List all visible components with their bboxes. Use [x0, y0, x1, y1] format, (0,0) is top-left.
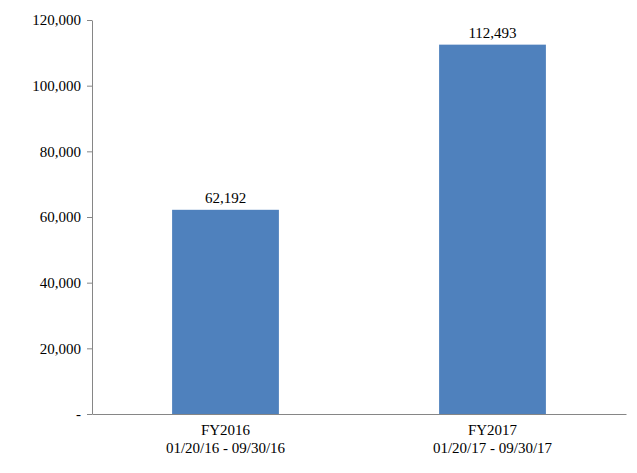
x-tick-label: FY2017 01/20/17 - 09/30/17	[433, 422, 553, 456]
y-tick-mark	[87, 86, 92, 87]
data-label: 112,493	[468, 25, 516, 41]
y-tick-label: 40,000	[40, 275, 81, 291]
x-axis-line	[93, 414, 627, 415]
y-tick: 20,000	[40, 341, 92, 357]
y-tick: 80,000	[40, 144, 92, 160]
y-tick-label: -	[76, 406, 81, 422]
x-axis: FY2016 01/20/16 - 09/30/16 FY2017 01/20/17 …	[93, 414, 627, 456]
x-tick: FY2016 01/20/16 - 09/30/16	[166, 414, 286, 456]
y-tick: 60,000	[40, 209, 92, 225]
bar	[172, 210, 279, 414]
y-tick-mark	[87, 20, 92, 21]
chart-container: - 20,000 40,000 60,000 80,000 100,000 120,000 F…	[0, 0, 637, 473]
y-tick-label: 60,000	[40, 209, 81, 225]
y-tick-mark	[87, 348, 92, 349]
y-tick: 100,000	[32, 78, 92, 94]
x-tick-label-line: 01/20/17 - 09/30/17	[433, 440, 553, 456]
y-tick: 120,000	[32, 12, 92, 28]
data-labels: 62,192 112,493	[205, 25, 517, 206]
x-tick: FY2017 01/20/17 - 09/30/17	[433, 414, 553, 456]
y-tick: -	[76, 406, 92, 422]
x-tick-label-line: FY2016	[201, 422, 251, 438]
y-axis: - 20,000 40,000 60,000 80,000 100,000 120,000	[32, 12, 92, 422]
y-tick-mark	[87, 217, 92, 218]
x-tick-label: FY2016 01/20/16 - 09/30/16	[166, 422, 286, 456]
bars	[172, 45, 546, 414]
chart-svg: - 20,000 40,000 60,000 80,000 100,000 120,000 F…	[0, 0, 637, 473]
y-tick-mark	[87, 414, 92, 415]
y-tick-label: 80,000	[40, 144, 81, 160]
y-tick-mark	[87, 283, 92, 284]
x-tick-label-line: FY2017	[468, 422, 518, 438]
y-tick: 40,000	[40, 275, 92, 291]
y-tick-label: 100,000	[32, 78, 81, 94]
x-tick-label-line: 01/20/16 - 09/30/16	[166, 440, 286, 456]
y-tick-mark	[87, 151, 92, 152]
bar	[439, 45, 546, 414]
y-tick-label: 20,000	[40, 341, 81, 357]
y-axis-line	[92, 21, 93, 415]
data-label: 62,192	[205, 190, 246, 206]
y-tick-label: 120,000	[32, 12, 81, 28]
